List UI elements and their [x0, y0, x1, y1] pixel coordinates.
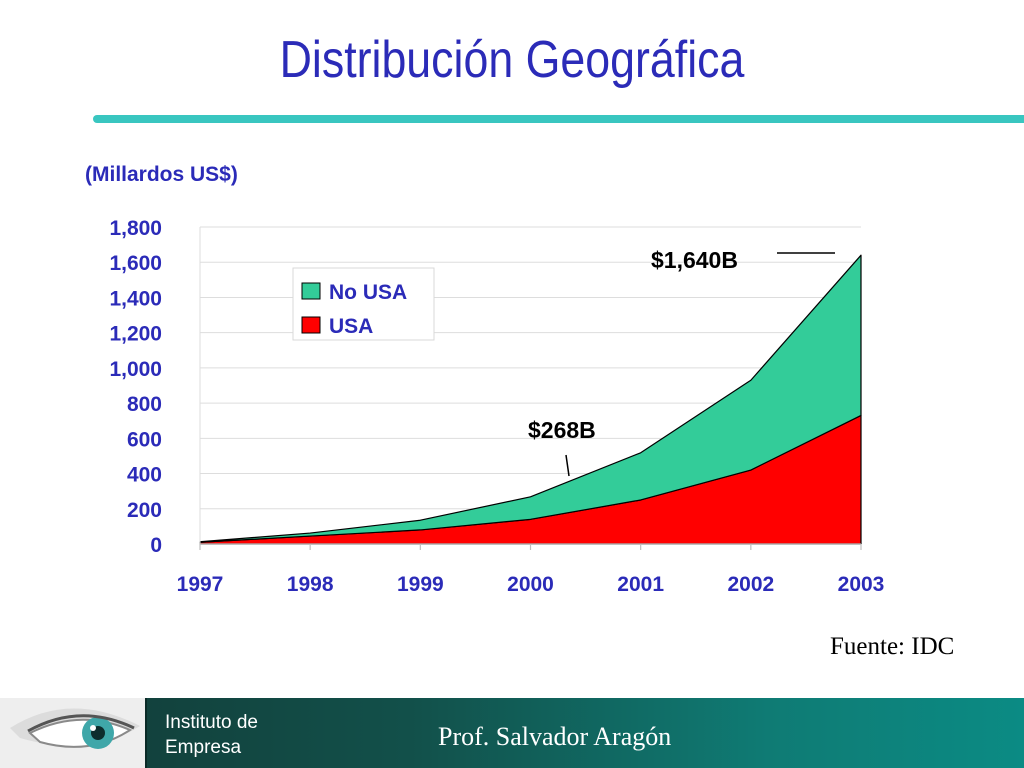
y-tick-label-1000: 1,000 — [109, 358, 162, 381]
y-tick-label-1600: 1,600 — [109, 252, 162, 275]
unit-label: (Millardos US$) — [85, 163, 238, 186]
chart-annotations: $268B $1,640B — [528, 247, 835, 477]
x-tick-label-2001: 2001 — [617, 573, 664, 596]
x-tick-label-2000: 2000 — [507, 573, 554, 596]
y-tick-label-1400: 1,400 — [109, 287, 162, 310]
y-tick-label-600: 600 — [127, 428, 162, 451]
chart-legend: No USA USA — [292, 267, 435, 341]
area-no-usa — [199, 254, 862, 543]
chart-axes — [199, 227, 862, 550]
professor-name: Prof. Salvador Aragón — [438, 722, 672, 751]
y-tick-labels: 0 200 400 600 800 1,000 1,200 1,400 1,600 1,800 — [109, 217, 162, 557]
y-tick-label-1200: 1,200 — [109, 323, 162, 346]
annotation-268b: $268B — [528, 417, 596, 443]
eye-logo — [0, 698, 147, 768]
y-tick-label-200: 200 — [127, 499, 162, 522]
slide-title: Distribución Geográfica — [279, 31, 745, 89]
legend-label-no-usa: No USA — [329, 281, 407, 304]
legend-label-usa: USA — [329, 315, 373, 338]
stacked-area-chart: 0 200 400 600 800 1,000 1,200 1,400 1,600 1,800 1… — [109, 217, 885, 596]
y-tick-label-1800: 1,800 — [109, 217, 162, 240]
y-tick-label-400: 400 — [127, 464, 162, 487]
footer-bar: Instituto de Empresa Prof. Salvador Arag… — [0, 698, 1024, 768]
y-tick-label-800: 800 — [127, 393, 162, 416]
institute-name: Instituto de Empresa — [165, 710, 258, 760]
source-note: Fuente: IDC — [830, 633, 955, 660]
x-tick-label-1998: 1998 — [287, 573, 334, 596]
title-underline — [93, 115, 1024, 123]
x-tick-label-1997: 1997 — [177, 573, 224, 596]
x-tick-labels: 1997 1998 1999 2000 2001 2002 2003 — [177, 573, 885, 596]
legend-swatch-usa — [301, 316, 321, 334]
x-tick-label-2003: 2003 — [838, 573, 885, 596]
x-tick-label-2002: 2002 — [727, 573, 774, 596]
eye-icon — [0, 698, 145, 768]
institute-line-1: Instituto de — [165, 712, 258, 733]
annotation-268b-leader — [565, 454, 570, 477]
x-tick-label-1999: 1999 — [397, 573, 444, 596]
legend-swatch-no-usa — [301, 282, 321, 300]
y-tick-label-0: 0 — [150, 534, 162, 557]
institute-line-2: Empresa — [165, 737, 242, 758]
annotation-1640b: $1,640B — [651, 247, 738, 273]
